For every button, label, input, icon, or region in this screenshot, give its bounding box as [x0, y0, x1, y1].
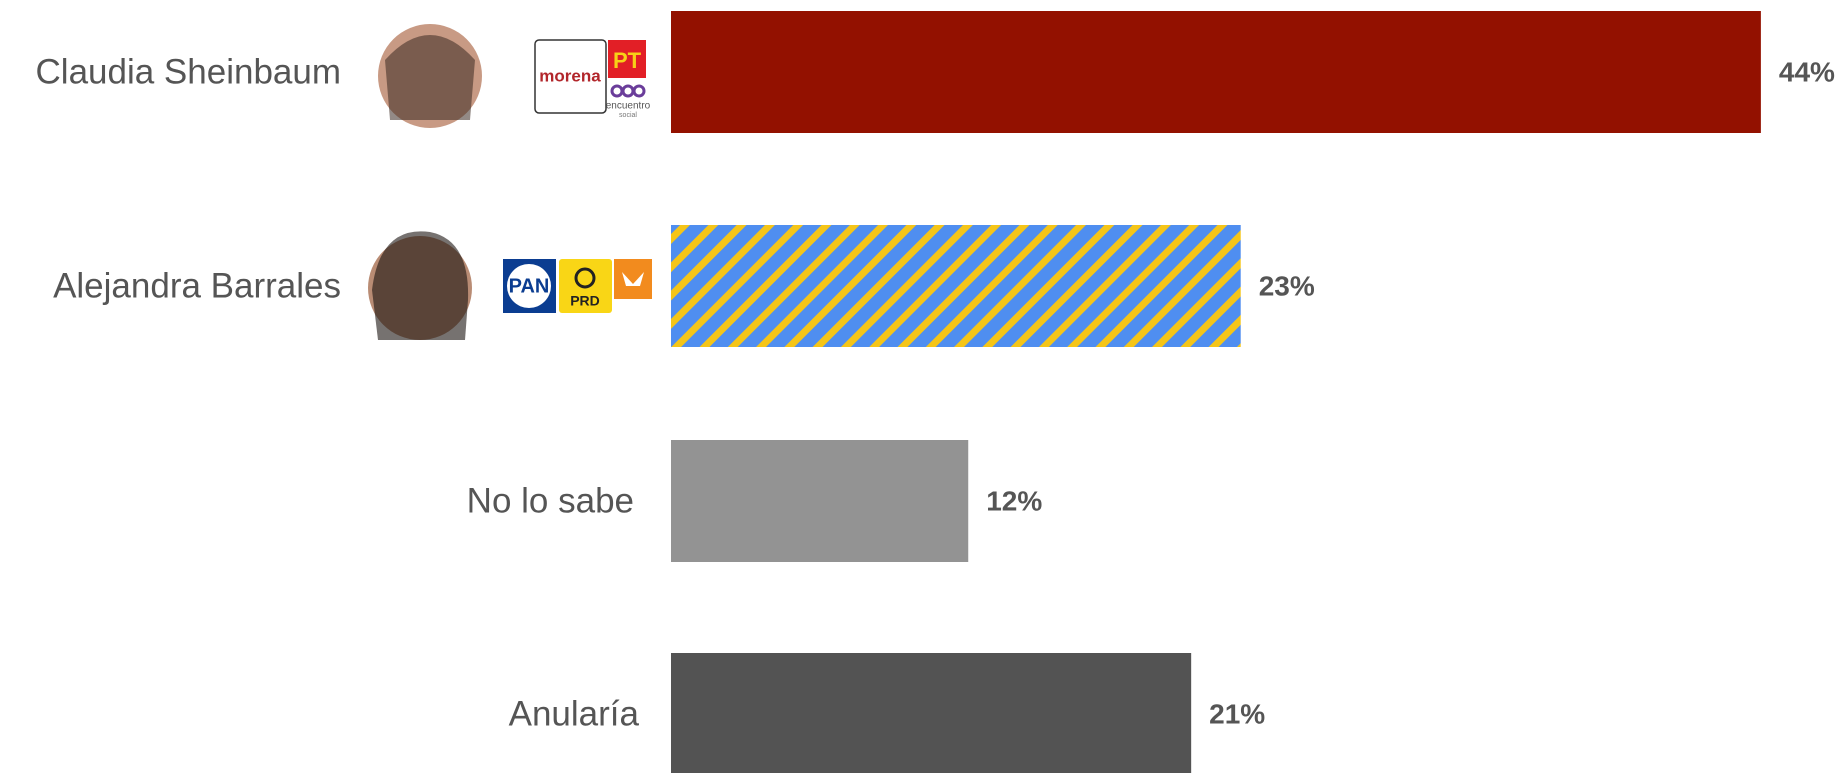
- photo-hair: [385, 35, 475, 120]
- logo-text: encuentro: [606, 101, 651, 112]
- value-label: 23%: [1259, 270, 1315, 301]
- logo-es: [632, 84, 646, 98]
- logo-text: PT: [613, 48, 642, 73]
- logo-morena: [534, 39, 607, 114]
- bar: [671, 11, 1761, 133]
- category-label: No lo sabe: [467, 481, 634, 520]
- logo-prd: [574, 267, 596, 289]
- category-label: Anularía: [509, 694, 640, 733]
- category-label: Claudia Sheinbaum: [36, 52, 341, 91]
- bar: [671, 440, 969, 562]
- bar: [671, 653, 1192, 773]
- logo-pan: [507, 264, 551, 308]
- logo-es: [610, 84, 624, 98]
- logo-es: [621, 84, 635, 98]
- value-label: 21%: [1209, 698, 1265, 729]
- value-label: 12%: [986, 485, 1042, 516]
- bar: [671, 225, 1241, 347]
- logo-mc: [622, 272, 644, 286]
- logo-text: PAN: [509, 275, 550, 297]
- logo-text: social: [619, 112, 637, 119]
- logo-text: PRD: [570, 293, 600, 309]
- logo-text: morena: [539, 66, 601, 85]
- category-label: Alejandra Barrales: [53, 266, 341, 305]
- logo-mc: [614, 259, 652, 299]
- logo-pt: [608, 40, 646, 78]
- photo-hair: [372, 231, 469, 340]
- value-label: 44%: [1779, 56, 1835, 87]
